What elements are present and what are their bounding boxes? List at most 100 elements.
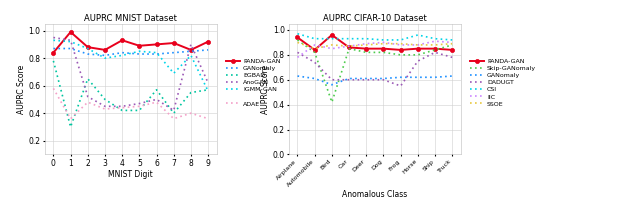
- IIC: [294, 56, 301, 59]
- DADUGT: [345, 79, 353, 81]
- AnoGAN: [118, 105, 126, 108]
- Line: AnoGAN: AnoGAN: [53, 37, 208, 110]
- CSI: [328, 37, 336, 40]
- SSOE: [449, 43, 456, 45]
- IGMM-GAN: [136, 50, 143, 52]
- GANomaly: [449, 75, 456, 77]
- SSOE: [380, 43, 387, 45]
- DADUGT: [311, 61, 319, 64]
- EGBAD: [170, 112, 177, 114]
- ADAE: [67, 117, 74, 120]
- IGMM-GAN: [153, 51, 161, 54]
- Title: AUPRC CIFAR-10 Dataset: AUPRC CIFAR-10 Dataset: [323, 14, 427, 23]
- PANDA-GAN: [136, 45, 143, 47]
- X-axis label: MNIST Digit: MNIST Digit: [108, 170, 153, 179]
- AnoGAN: [153, 98, 161, 101]
- SSOE: [294, 41, 301, 44]
- PANDA-GAN: [328, 34, 336, 36]
- EGBAD: [49, 60, 57, 62]
- Line: SSOE: SSOE: [298, 42, 452, 49]
- Line: DADUGT: DADUGT: [298, 52, 452, 86]
- IIC: [328, 48, 336, 50]
- EGBAD: [204, 89, 212, 91]
- EGBAD: [187, 91, 195, 94]
- Line: Skip-GANomaly: Skip-GANomaly: [298, 40, 452, 102]
- Skip-GANomaly: [397, 54, 404, 56]
- PANDA-GAN: [153, 43, 161, 46]
- IGMM-GAN: [204, 90, 212, 92]
- IIC: [449, 41, 456, 44]
- PANDA-GAN: [49, 51, 57, 54]
- Skip-GANomaly: [449, 44, 456, 46]
- Line: GANomaly: GANomaly: [53, 49, 208, 55]
- GANomaly: [101, 54, 109, 57]
- IGMM-GAN: [101, 57, 109, 59]
- DADUGT: [362, 79, 370, 81]
- GANomaly: [294, 75, 301, 77]
- AnoGAN: [204, 82, 212, 84]
- PANDA-GAN: [431, 48, 439, 50]
- AnoGAN: [187, 43, 195, 46]
- GANomaly: [397, 76, 404, 78]
- DADUGT: [431, 51, 439, 54]
- PANDA-GAN: [101, 49, 109, 51]
- CSI: [345, 37, 353, 40]
- ADAE: [187, 112, 195, 114]
- SSOE: [362, 44, 370, 46]
- DADUGT: [380, 79, 387, 81]
- IGMM-GAN: [170, 72, 177, 74]
- Skip-GANomaly: [431, 49, 439, 51]
- SSOE: [397, 43, 404, 45]
- SSOE: [328, 44, 336, 46]
- GANomaly: [204, 49, 212, 51]
- PANDA-GAN: [118, 39, 126, 41]
- Title: AUPRC MNIST Dataset: AUPRC MNIST Dataset: [84, 14, 177, 23]
- ADAE: [84, 101, 92, 103]
- Line: ADAE: ADAE: [53, 89, 208, 119]
- ADAE: [136, 105, 143, 108]
- Line: GANomaly: GANomaly: [298, 76, 452, 85]
- AnoGAN: [67, 39, 74, 41]
- IIC: [414, 44, 422, 46]
- SSOE: [311, 48, 319, 50]
- GANomaly: [136, 53, 143, 55]
- PANDA-GAN: [380, 48, 387, 50]
- Legend: PANDA-GAN, GANomaly, EGBAD, AnoGAN, IGMM-GAN, , ADAE: PANDA-GAN, GANomaly, EGBAD, AnoGAN, IGMM…: [223, 56, 283, 109]
- PANDA-GAN: [204, 40, 212, 43]
- IGMM-GAN: [118, 54, 126, 57]
- DADUGT: [328, 79, 336, 81]
- EGBAD: [118, 109, 126, 112]
- Line: CSI: CSI: [298, 34, 452, 40]
- AnoGAN: [170, 109, 177, 112]
- IGMM-GAN: [84, 47, 92, 50]
- AnoGAN: [49, 36, 57, 39]
- GANomaly: [311, 77, 319, 80]
- PANDA-GAN: [362, 48, 370, 50]
- GANomaly: [414, 76, 422, 78]
- GANomaly: [187, 50, 195, 52]
- PANDA-GAN: [449, 49, 456, 51]
- Y-axis label: AUPRC Score: AUPRC Score: [17, 65, 26, 114]
- DADUGT: [449, 56, 456, 59]
- GANomaly: [345, 77, 353, 80]
- Line: EGBAD: EGBAD: [53, 61, 208, 127]
- PANDA-GAN: [170, 42, 177, 44]
- DADUGT: [397, 85, 404, 87]
- SSOE: [414, 44, 422, 46]
- PANDA-GAN: [84, 46, 92, 48]
- Line: PANDA-GAN: PANDA-GAN: [51, 30, 210, 55]
- CSI: [449, 39, 456, 41]
- IIC: [397, 44, 404, 46]
- CSI: [362, 37, 370, 40]
- CSI: [431, 37, 439, 40]
- Line: PANDA-GAN: PANDA-GAN: [296, 33, 454, 52]
- ADAE: [101, 108, 109, 110]
- GANomaly: [362, 77, 370, 80]
- PANDA-GAN: [414, 48, 422, 50]
- GANomaly: [431, 76, 439, 78]
- AnoGAN: [101, 105, 109, 108]
- ADAE: [170, 117, 177, 120]
- IIC: [362, 43, 370, 45]
- Line: IIC: IIC: [298, 41, 452, 57]
- Line: IGMM-GAN: IGMM-GAN: [53, 40, 208, 91]
